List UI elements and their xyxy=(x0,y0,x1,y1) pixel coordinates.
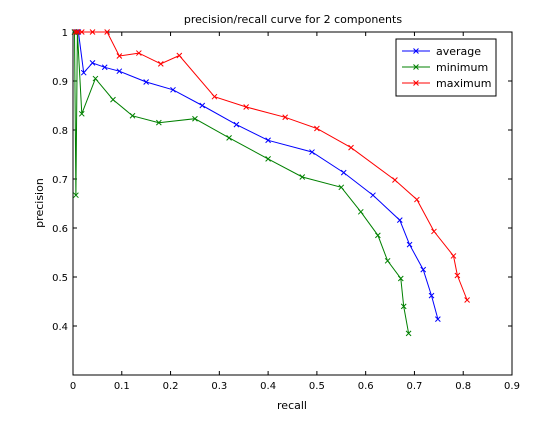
x-tick-label: 0.6 xyxy=(358,381,374,392)
data-point-maximum xyxy=(392,177,398,183)
data-point-maximum xyxy=(348,144,354,151)
data-point-minimum xyxy=(192,115,198,122)
data-point-average xyxy=(428,292,435,299)
data-point-maximum xyxy=(464,297,470,303)
data-point-minimum xyxy=(265,156,271,162)
y-tick-label: 0.5 xyxy=(52,273,68,284)
data-point-minimum xyxy=(92,75,99,82)
data-point-average xyxy=(406,241,413,248)
data-point-maximum xyxy=(243,104,250,110)
y-tick-label: 1 xyxy=(62,28,68,39)
data-point-minimum xyxy=(78,110,85,117)
y-tick-label: 0.6 xyxy=(52,224,68,235)
data-point-average xyxy=(170,86,176,93)
data-point-average xyxy=(199,102,206,109)
data-point-average xyxy=(116,68,123,75)
y-tick-label: 0.8 xyxy=(52,126,68,137)
data-point-minimum xyxy=(405,330,412,337)
data-point-average xyxy=(80,69,87,76)
data-point-minimum xyxy=(338,184,345,191)
data-point-minimum xyxy=(357,208,364,215)
data-point-maximum xyxy=(78,29,85,35)
x-tick-label: 0.4 xyxy=(260,381,276,392)
x-tick-label: 0.7 xyxy=(406,381,422,392)
data-point-maximum xyxy=(211,93,218,100)
data-point-average xyxy=(340,169,347,176)
chart-title: precision/recall curve for 2 components xyxy=(184,13,402,26)
data-point-maximum xyxy=(104,29,110,35)
x-tick-label: 0.9 xyxy=(504,381,520,392)
data-point-average xyxy=(309,149,315,155)
y-tick-label: 0.7 xyxy=(52,175,68,186)
data-point-minimum xyxy=(375,232,381,239)
data-point-average xyxy=(89,60,96,66)
plot-area: 0 0.1 0.2 0.3 0.4 0.5 0.6 0.7 0.8 0.9 0.4 0.5 0.6 0.7… xyxy=(52,28,520,392)
series-line-minimum xyxy=(74,31,410,334)
legend-marker-average xyxy=(413,48,419,54)
legend-label-average: average xyxy=(436,45,481,58)
data-point-average xyxy=(396,217,403,224)
data-point-maximum xyxy=(116,53,123,59)
x-tick-label: 0 xyxy=(70,381,76,392)
data-point-minimum xyxy=(73,192,79,199)
data-point-average xyxy=(265,137,271,144)
data-point-average xyxy=(101,64,108,71)
x-tick-label: 0.2 xyxy=(163,381,179,392)
y-tick-label: 0.9 xyxy=(52,77,68,88)
x-tick-label: 0.5 xyxy=(309,381,325,392)
legend-label-minimum: minimum xyxy=(436,61,488,74)
y-tick-label: 0.4 xyxy=(52,322,68,333)
y-axis-label: precision xyxy=(33,178,46,228)
legend-marker-maximum xyxy=(413,80,419,86)
data-point-minimum xyxy=(110,96,116,103)
legend-marker-minimum xyxy=(413,64,419,70)
axes-box xyxy=(72,31,513,376)
data-point-maximum xyxy=(454,272,461,279)
data-point-average xyxy=(233,121,240,128)
data-point-minimum xyxy=(129,112,136,119)
data-point-minimum xyxy=(397,275,404,282)
data-point-average xyxy=(435,316,441,322)
data-point-maximum xyxy=(450,253,457,259)
data-point-minimum xyxy=(155,119,162,126)
series-line-average xyxy=(74,31,439,320)
data-point-maximum xyxy=(74,29,81,35)
data-point-maximum xyxy=(314,125,320,132)
data-point-maximum xyxy=(282,114,289,121)
data-point-maximum xyxy=(414,196,420,203)
x-tick-label: 0.3 xyxy=(211,381,227,392)
data-point-maximum xyxy=(135,50,142,56)
data-point-maximum xyxy=(72,29,79,35)
data-point-minimum xyxy=(299,174,306,180)
data-point-maximum xyxy=(89,29,96,35)
data-point-maximum xyxy=(431,228,437,235)
x-tick-label: 0.8 xyxy=(455,381,471,392)
data-point-minimum xyxy=(384,257,391,264)
data-point-minimum xyxy=(226,134,232,141)
data-point-maximum xyxy=(157,60,164,67)
data-point-average xyxy=(420,266,427,273)
data-point-maximum xyxy=(176,52,183,59)
series-line-maximum xyxy=(75,31,468,301)
data-point-average xyxy=(143,79,150,85)
legend-label-maximum: maximum xyxy=(436,77,491,90)
x-axis-label: recall xyxy=(277,399,307,412)
data-point-minimum xyxy=(400,303,407,310)
x-tick-label: 0.1 xyxy=(114,381,130,392)
data-point-average xyxy=(370,192,376,199)
